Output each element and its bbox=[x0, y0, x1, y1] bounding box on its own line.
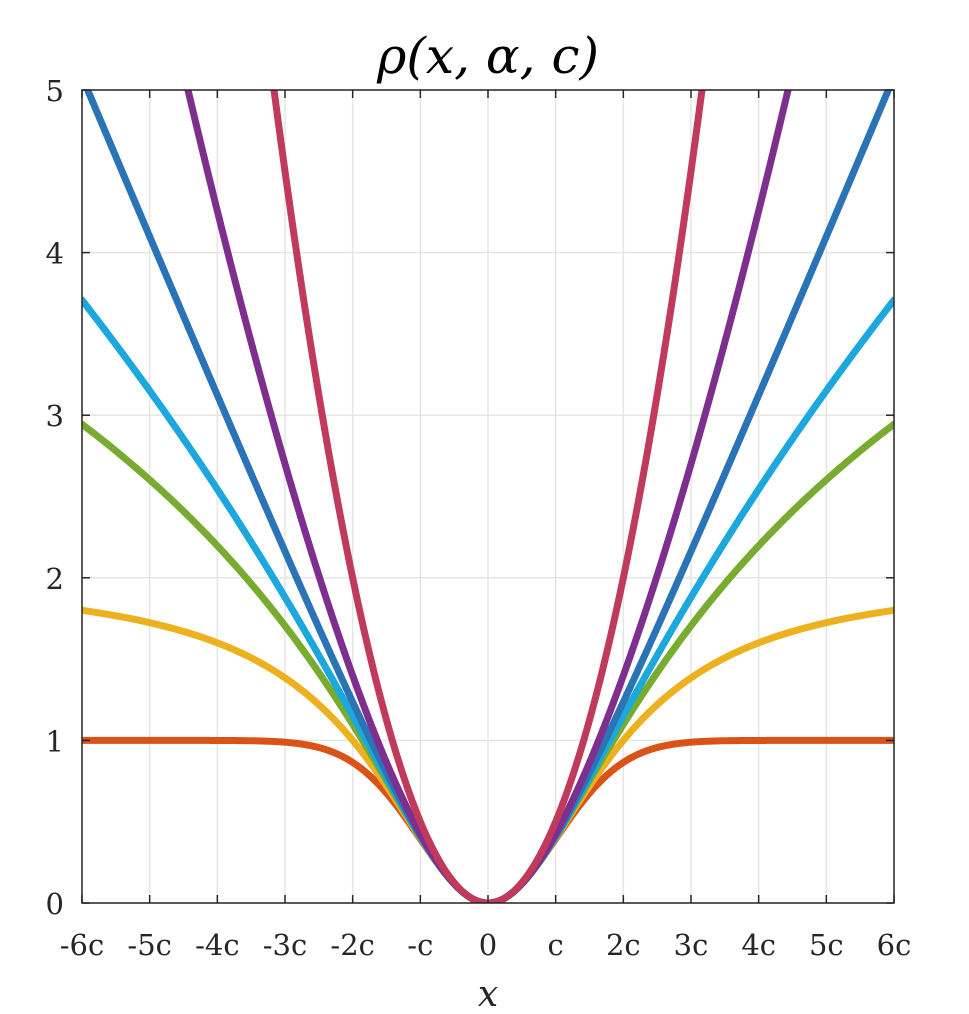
x-axis-title: x bbox=[478, 974, 498, 1014]
y-tick-label: 3 bbox=[46, 399, 64, 433]
y-tick-label: 2 bbox=[46, 562, 64, 596]
series-line-2 bbox=[82, 420, 894, 903]
x-tick-label: -2c bbox=[330, 928, 375, 962]
y-tick-label: 1 bbox=[46, 724, 64, 758]
x-tick-label: -3c bbox=[263, 928, 308, 962]
x-tick-label: -c bbox=[407, 928, 433, 962]
x-tick-label: 3c bbox=[674, 928, 709, 962]
x-tick-label: 6c bbox=[877, 928, 912, 962]
x-tick-label: 4c bbox=[741, 928, 776, 962]
series-line-0 bbox=[82, 736, 894, 903]
series-line-3 bbox=[82, 296, 894, 903]
series-line-5 bbox=[184, 90, 792, 903]
series-lines bbox=[82, 90, 894, 903]
x-tick-label: 2c bbox=[606, 928, 641, 962]
x-tick-label: -5c bbox=[127, 928, 172, 962]
y-tick-label: 4 bbox=[46, 237, 64, 271]
chart-title: ρ(x, α, c) bbox=[376, 27, 599, 85]
x-tick-label: 0 bbox=[479, 928, 497, 962]
series-line-1 bbox=[82, 606, 894, 903]
ticks: -6c -5c -4c -3c -2c -c 0 c 2c 3c 4c 5c 6c 0 1 2 3 4 5 bbox=[46, 74, 912, 962]
x-tick-label: -4c bbox=[195, 928, 240, 962]
x-tick-label: c bbox=[548, 928, 564, 962]
x-tick-label: -6c bbox=[60, 928, 105, 962]
y-tick-label: 0 bbox=[46, 887, 64, 921]
y-tick-label: 5 bbox=[46, 74, 64, 108]
series-line-4 bbox=[83, 90, 893, 903]
x-tick-label: 5c bbox=[809, 928, 844, 962]
